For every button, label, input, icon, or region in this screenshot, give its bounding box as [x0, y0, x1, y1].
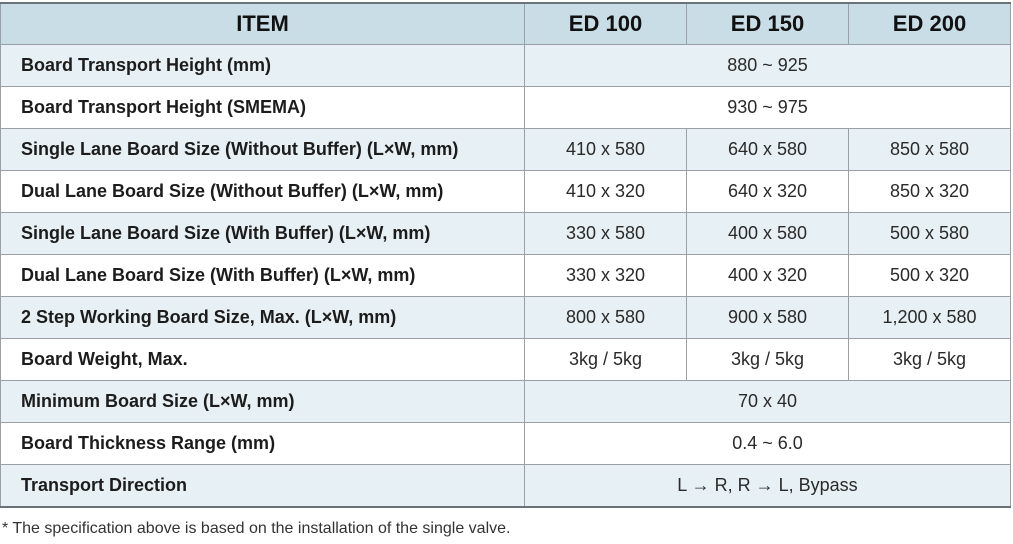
header-ed150: ED 150 — [686, 2, 849, 45]
table-row: Board Thickness Range (mm) 0.4 ~ 6.0 — [0, 422, 1011, 465]
row-value-shared: L → R, R → L, Bypass — [524, 464, 1011, 508]
row-value-shared: 0.4 ~ 6.0 — [524, 422, 1011, 465]
row-label: Board Thickness Range (mm) — [0, 422, 525, 465]
table-row: Dual Lane Board Size (Without Buffer) (L… — [0, 170, 1011, 213]
table-row: Dual Lane Board Size (With Buffer) (L×W,… — [0, 254, 1011, 297]
spec-body: Board Transport Height (mm) 880 ~ 925 Boar… — [0, 44, 1011, 508]
table-row: Board Weight, Max. 3kg / 5kg 3kg / 5kg 3kg … — [0, 338, 1011, 381]
row-value-ed100: 800 x 580 — [524, 296, 687, 339]
row-value-ed150: 3kg / 5kg — [686, 338, 849, 381]
row-value-ed200: 3kg / 5kg — [848, 338, 1011, 381]
row-value-ed150: 640 x 580 — [686, 128, 849, 171]
row-value-ed100: 410 x 580 — [524, 128, 687, 171]
header-ed100: ED 100 — [524, 2, 687, 45]
row-label: Single Lane Board Size (With Buffer) (L×… — [0, 212, 525, 255]
header-item: ITEM — [0, 2, 525, 45]
table-row: Minimum Board Size (L×W, mm) 70 x 40 — [0, 380, 1011, 423]
row-label: Board Weight, Max. — [0, 338, 525, 381]
row-value-ed150: 400 x 580 — [686, 212, 849, 255]
row-value-shared: 930 ~ 975 — [524, 86, 1011, 129]
row-value-ed150: 640 x 320 — [686, 170, 849, 213]
row-label: Dual Lane Board Size (With Buffer) (L×W,… — [0, 254, 525, 297]
row-value-shared: 880 ~ 925 — [524, 44, 1011, 87]
row-value-shared: 70 x 40 — [524, 380, 1011, 423]
table-row: Board Transport Height (mm) 880 ~ 925 — [0, 44, 1011, 87]
row-label: Board Transport Height (mm) — [0, 44, 525, 87]
row-value-ed100: 330 x 320 — [524, 254, 687, 297]
header-row: ITEM ED 100 ED 150 ED 200 — [0, 2, 1011, 45]
row-label: Minimum Board Size (L×W, mm) — [0, 380, 525, 423]
row-value-ed200: 1,200 x 580 — [848, 296, 1011, 339]
row-value-ed150: 400 x 320 — [686, 254, 849, 297]
row-value-ed200: 850 x 580 — [848, 128, 1011, 171]
table-row: Single Lane Board Size (With Buffer) (L×… — [0, 212, 1011, 255]
table-row: Single Lane Board Size (Without Buffer) … — [0, 128, 1011, 171]
table-row: Board Transport Height (SMEMA) 930 ~ 975 — [0, 86, 1011, 129]
row-value-ed100: 3kg / 5kg — [524, 338, 687, 381]
footnote: * The specification above is based on th… — [2, 520, 511, 537]
row-label: Transport Direction — [0, 464, 525, 508]
header-ed200: ED 200 — [848, 2, 1011, 45]
row-value-ed200: 500 x 580 — [848, 212, 1011, 255]
row-label: Single Lane Board Size (Without Buffer) … — [0, 128, 525, 171]
row-value-ed200: 850 x 320 — [848, 170, 1011, 213]
row-label: 2 Step Working Board Size, Max. (L×W, mm… — [0, 296, 525, 339]
table-row: Transport Direction L → R, R → L, Bypass — [0, 464, 1011, 508]
row-label: Dual Lane Board Size (Without Buffer) (L… — [0, 170, 525, 213]
row-value-ed150: 900 x 580 — [686, 296, 849, 339]
row-value-ed100: 330 x 580 — [524, 212, 687, 255]
row-value-ed100: 410 x 320 — [524, 170, 687, 213]
row-label: Board Transport Height (SMEMA) — [0, 86, 525, 129]
row-value-ed200: 500 x 320 — [848, 254, 1011, 297]
table-row: 2 Step Working Board Size, Max. (L×W, mm… — [0, 296, 1011, 339]
spec-table: ITEM ED 100 ED 150 ED 200 Board Transpor… — [0, 2, 1011, 508]
